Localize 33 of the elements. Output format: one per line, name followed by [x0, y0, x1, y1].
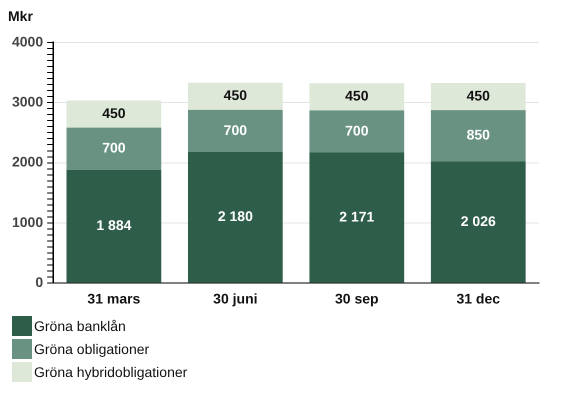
x-tick-label: 30 juni — [213, 290, 258, 306]
bar — [188, 152, 283, 283]
bar — [309, 152, 404, 283]
bar — [430, 110, 526, 162]
data-label: 850 — [466, 126, 490, 143]
bar — [430, 161, 526, 283]
bar — [66, 128, 162, 170]
y-tick-label: 3000 — [12, 93, 44, 110]
legend-label: Gröna banklån — [34, 318, 126, 334]
data-label: 450 — [466, 87, 490, 104]
data-label: 2 180 — [218, 208, 254, 224]
data-label: 450 — [102, 104, 126, 121]
bar — [188, 110, 283, 152]
y-tick-label: 4000 — [12, 33, 44, 50]
data-label: 450 — [345, 88, 369, 104]
bar — [66, 170, 162, 283]
data-label: 450 — [224, 87, 248, 104]
legend-label: Gröna obligationer — [34, 341, 150, 357]
x-tick-label: 31 dec — [456, 290, 500, 306]
y-axis-title: Mkr — [8, 8, 34, 26]
data-label: 700 — [345, 122, 369, 138]
data-label: 700 — [224, 122, 248, 138]
data-label: 700 — [102, 140, 126, 156]
y-tick-label: 0 — [35, 274, 44, 290]
y-tick-label: 2000 — [12, 154, 44, 170]
data-label: 1 884 — [96, 217, 132, 234]
data-label: 2 026 — [460, 212, 496, 229]
y-tick-label: 1000 — [12, 214, 44, 230]
legend-label: Gröna hybridobligationer — [34, 364, 188, 380]
data-label: 2 171 — [339, 208, 375, 224]
x-tick-label: 30 sep — [335, 290, 379, 306]
bar — [309, 110, 404, 153]
x-tick-label: 31 mars — [87, 290, 141, 306]
